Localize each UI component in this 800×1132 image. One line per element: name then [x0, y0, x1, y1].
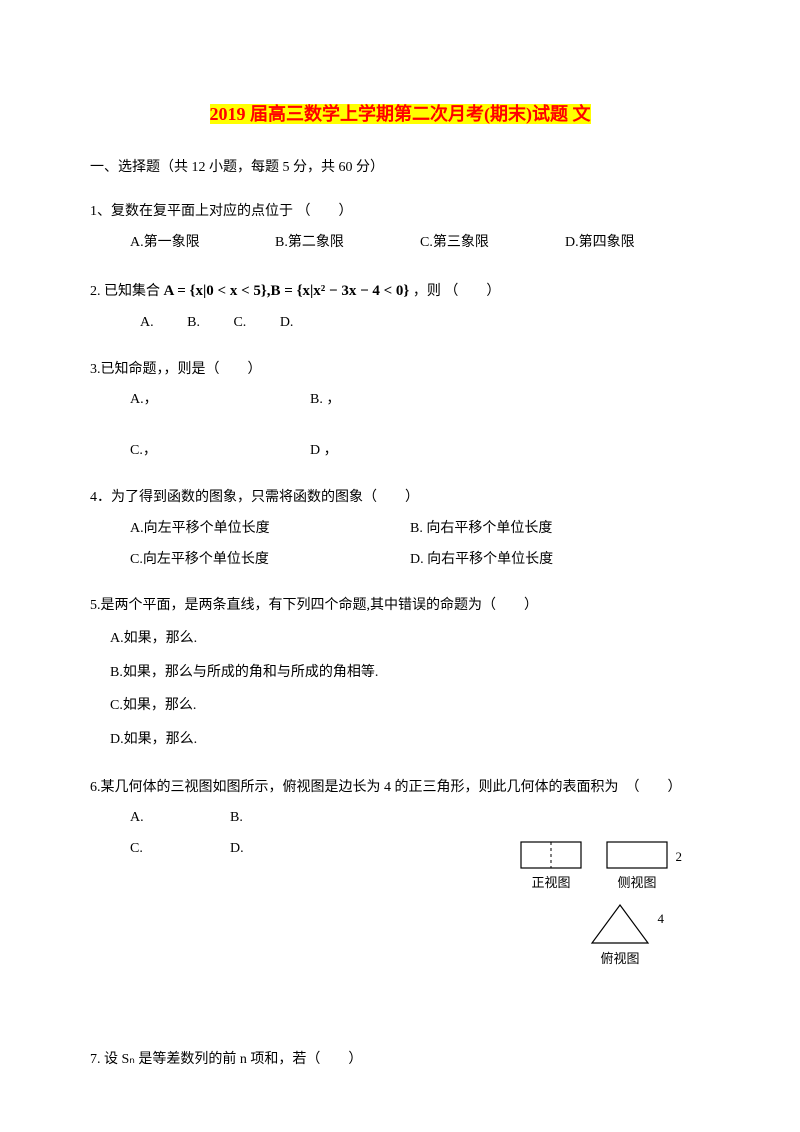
- side-num-4: 4: [658, 909, 665, 930]
- q3-optD: D ，: [310, 436, 710, 467]
- diagram-top-row: 正视图 2 侧视图: [520, 841, 720, 894]
- question-1: 1、复数在复平面上对应的点位于 （ ） A.第一象限 B.第二象限 C.第三象限…: [90, 197, 710, 259]
- q2-formula: A = {x|0 < x < 5},B = {x|x² − 3x − 4 < 0…: [164, 283, 410, 299]
- question-4: 4．为了得到函数的图象，只需将函数的图象（ ） A.向左平移个单位长度 B. 向…: [90, 483, 710, 575]
- q6-options-cd: C. D.: [90, 834, 390, 865]
- q2-optC: C.: [233, 315, 246, 330]
- q6-optC: C.: [130, 834, 230, 865]
- front-view-block: 正视图: [520, 841, 582, 894]
- q1-optA: A.第一象限: [130, 228, 275, 259]
- q2-suffix: ，则 （ ）: [413, 284, 501, 299]
- q4-optC: C.向左平移个单位长度: [130, 545, 410, 576]
- q7-text: 7. 设 Sₙ 是等差数列的前 n 项和，若（ ）: [90, 1045, 710, 1076]
- q3-options-ab: A.， B. ，: [90, 385, 710, 416]
- q3-optB: B. ，: [310, 385, 710, 416]
- q2-optB: B.: [187, 315, 200, 330]
- front-view-icon: [520, 841, 582, 869]
- q6-options-ab: A. B.: [90, 803, 390, 834]
- side-num-2: 2: [676, 847, 683, 868]
- q6-optB: B.: [230, 803, 390, 834]
- top-view-block: 4 俯视图: [590, 903, 650, 970]
- question-2: 2. 已知集合 A = {x|0 < x < 5},B = {x|x² − 3x…: [90, 275, 710, 339]
- side-view-label: 侧视图: [617, 873, 656, 894]
- q4-optA: A.向左平移个单位长度: [130, 514, 410, 545]
- q5-optB: B.如果，那么与所成的角和与所成的角相等.: [90, 656, 710, 690]
- q3-optC: C.，: [130, 436, 310, 467]
- q6-text: 6.某几何体的三视图如图所示，俯视图是边长为 4 的正三角形，则此几何体的表面积…: [90, 773, 710, 804]
- top-view-label: 俯视图: [600, 949, 639, 970]
- q3-text: 3.已知命题，，则是（ ）: [90, 355, 710, 386]
- front-view-label: 正视图: [531, 873, 570, 894]
- q4-options-cd: C.向左平移个单位长度 D. 向右平移个单位长度: [90, 545, 710, 576]
- q4-text: 4．为了得到函数的图象，只需将函数的图象（ ）: [90, 483, 710, 514]
- q3-optA: A.，: [130, 385, 310, 416]
- q2-optA: A.: [140, 315, 154, 330]
- question-6: 6.某几何体的三视图如图所示，俯视图是边长为 4 的正三角形，则此几何体的表面积…: [90, 773, 710, 865]
- side-view-icon: [606, 841, 668, 869]
- q4-optB: B. 向右平移个单位长度: [410, 514, 710, 545]
- section-header: 一、选择题（共 12 小题，每题 5 分，共 60 分）: [90, 157, 710, 179]
- q5-optD: D.如果，那么.: [90, 723, 710, 757]
- side-view-block: 2 侧视图: [606, 841, 668, 894]
- top-view-icon: [590, 903, 650, 945]
- page-title: 2019 届高三数学上学期第二次月考(期末)试题 文: [90, 100, 710, 129]
- q1-text: 1、复数在复平面上对应的点位于 （ ）: [90, 197, 710, 228]
- title-rest: 届高三数学上学期第二次月考(期末)试题 文: [246, 104, 591, 124]
- q2-prefix: 2. 已知集合: [90, 284, 160, 299]
- q2-options: A. B. C. D.: [90, 308, 710, 339]
- question-3: 3.已知命题，，则是（ ） A.， B. ， C.， D ，: [90, 355, 710, 467]
- q5-text: 5.是两个平面，是两条直线，有下列四个命题,其中错误的命题为（ ）: [90, 591, 710, 622]
- q2-optD: D.: [280, 315, 294, 330]
- q4-optD: D. 向右平移个单位长度: [410, 545, 710, 576]
- title-year: 2019: [210, 104, 246, 124]
- q1-options: A.第一象限 B.第二象限 C.第三象限 D.第四象限: [90, 228, 710, 259]
- q3-options-cd: C.， D ，: [90, 436, 710, 467]
- q1-optD: D.第四象限: [565, 228, 710, 259]
- question-7: 7. 设 Sₙ 是等差数列的前 n 项和，若（ ）: [90, 1045, 710, 1076]
- three-view-diagram: 正视图 2 侧视图 4 俯视图: [520, 841, 720, 971]
- q6-optA: A.: [130, 803, 230, 834]
- question-5: 5.是两个平面，是两条直线，有下列四个命题,其中错误的命题为（ ） A.如果，那…: [90, 591, 710, 756]
- q5-optC: C.如果，那么.: [90, 689, 710, 723]
- q2-text: 2. 已知集合 A = {x|0 < x < 5},B = {x|x² − 3x…: [90, 275, 710, 308]
- diagram-bottom-row: 4 俯视图: [520, 903, 720, 970]
- q1-optB: B.第二象限: [275, 228, 420, 259]
- q1-optC: C.第三象限: [420, 228, 565, 259]
- q6-optD: D.: [230, 834, 390, 865]
- q5-optA: A.如果，那么.: [90, 622, 710, 656]
- q4-options-ab: A.向左平移个单位长度 B. 向右平移个单位长度: [90, 514, 710, 545]
